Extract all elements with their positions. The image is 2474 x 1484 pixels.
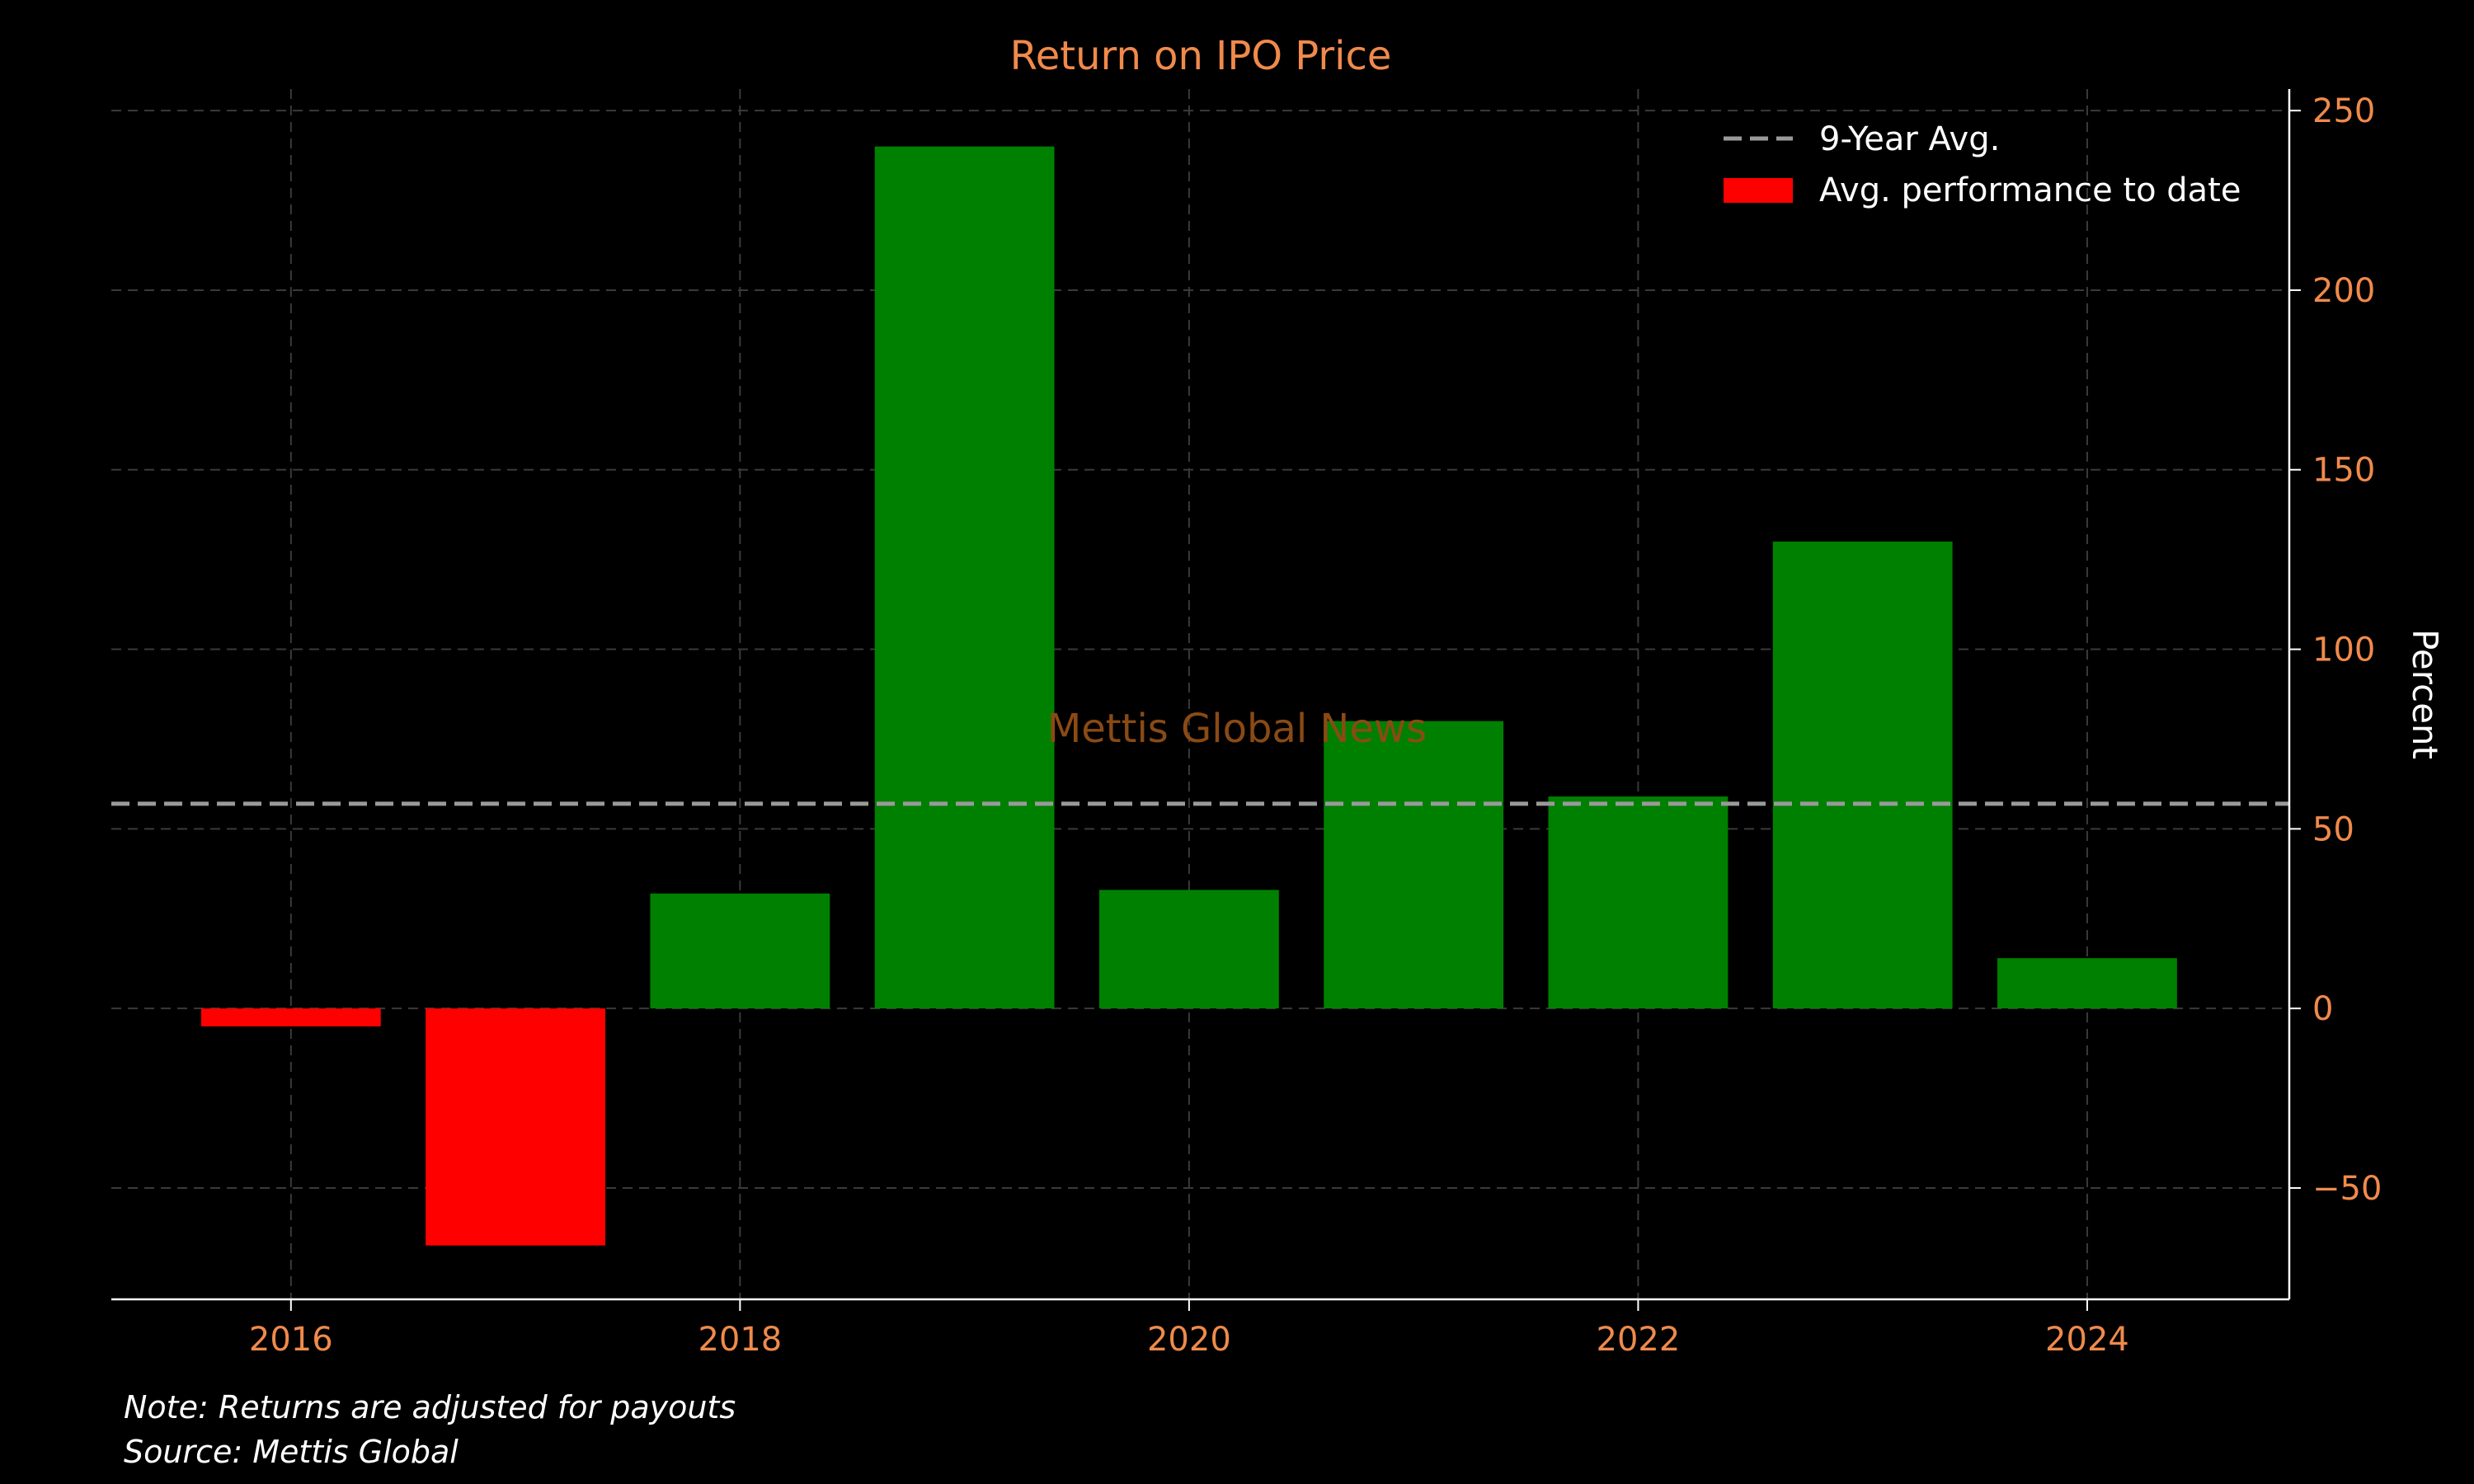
bar-2020 [1098,890,1279,1009]
bar-2024 [1997,958,2177,1009]
y-tick-label: 200 [2312,272,2375,310]
y-tick-label: 250 [2312,92,2375,130]
x-tick-label: 2020 [1147,1321,1231,1359]
y-tick-label: 100 [2312,632,2375,669]
y-axis-ticks: −50 0 50 100 150 200 250 [2289,92,2382,1208]
bar-2022 [1548,796,1729,1009]
bar-2018 [650,893,830,1009]
legend-average-label: 9-Year Avg. [1819,120,2000,158]
chart-source: Source: Mettis Global [124,1434,459,1470]
legend-performance-label: Avg. performance to date [1819,171,2241,209]
y-tick-label: 50 [2312,810,2354,848]
y-axis-label: Percent [2405,629,2445,759]
x-axis-ticks: 2016 2018 2020 2022 2024 [249,1299,2129,1359]
bar-2019 [874,146,1055,1009]
legend: 9-Year Avg. Avg. performance to date [1724,120,2241,209]
x-tick-label: 2016 [249,1321,333,1359]
y-tick-label: 0 [2312,990,2333,1028]
chart-title: Return on IPO Price [1010,33,1392,79]
x-tick-label: 2022 [1597,1321,1681,1359]
x-tick-label: 2018 [698,1321,782,1359]
bar-2021 [1324,721,1504,1009]
y-tick-label: −50 [2312,1170,2382,1208]
bar-2017 [426,1008,605,1246]
bar-2016 [200,1008,381,1026]
legend-performance-swatch [1724,178,1793,203]
chart-note: Note: Returns are adjusted for payouts [124,1389,736,1425]
bars [200,146,2177,1246]
bar-2023 [1772,541,1953,1009]
watermark-text: Mettis Global News [1047,706,1427,752]
y-tick-label: 150 [2312,452,2375,490]
x-tick-label: 2024 [2045,1321,2129,1359]
